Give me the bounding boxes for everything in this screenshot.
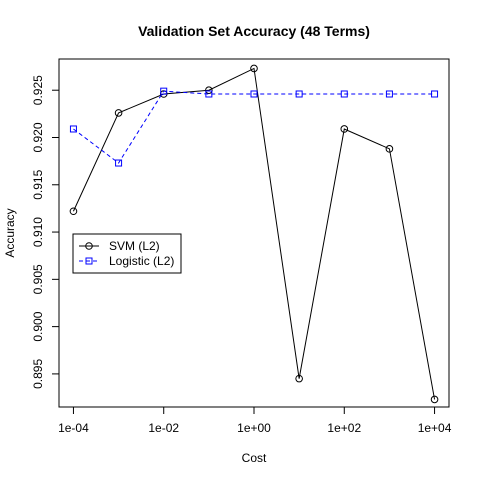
legend-box [72,233,182,274]
data-point-svm [114,109,123,117]
data-point-svm [385,145,394,153]
data-point-logistic [250,90,258,98]
y-axis-label: Accuracy [3,208,17,257]
y-tick-label: 0.900 [31,311,45,341]
x-tick-label: 1e-04 [58,421,89,435]
chart-title: Validation Set Accuracy (48 Terms) [138,23,370,39]
series-layer [69,64,439,404]
x-axis: 1e-04 1e-02 1e+00 1e+02 1e+04 [58,406,452,435]
data-point-logistic [205,90,213,98]
y-axis: 0.895 0.900 0.905 0.910 0.915 0.920 0.925 [31,75,60,389]
data-point-svm [205,86,213,95]
x-tick-label: 1e+02 [327,421,361,435]
data-point-logistic [385,90,393,98]
legend-marker-logistic [85,257,93,265]
y-tick-label: 0.905 [31,264,45,294]
data-point-logistic [295,90,303,98]
data-point-svm [250,64,258,73]
legend-label-logistic: Logistic (L2) [109,254,174,268]
data-point-logistic [69,125,77,133]
y-tick-label: 0.920 [31,122,45,152]
data-point-svm [69,207,78,216]
legend-label-svm: SVM (L2) [109,239,160,253]
y-tick-label: 0.895 [31,359,45,389]
series-line-svm [72,67,436,400]
data-point-svm [340,125,349,133]
x-tick-label: 1e+04 [418,421,452,435]
y-tick-label: 0.910 [31,217,45,247]
data-point-logistic [431,90,439,98]
y-tick-label: 0.925 [31,75,45,105]
x-axis-label: Cost [242,451,267,465]
series-line-logistic [73,90,435,164]
legend: SVM (L2) Logistic (L2) [72,233,182,274]
x-tick-label: 1e-02 [148,421,179,435]
data-point-logistic [115,159,123,167]
data-point-logistic [340,90,348,98]
x-tick-label: 1e+00 [237,421,271,435]
data-point-svm [430,395,439,404]
data-point-svm [295,374,303,383]
data-point-logistic [160,87,168,95]
plot-frame [58,58,450,408]
legend-marker-svm [85,242,93,250]
y-tick-label: 0.915 [31,169,45,199]
